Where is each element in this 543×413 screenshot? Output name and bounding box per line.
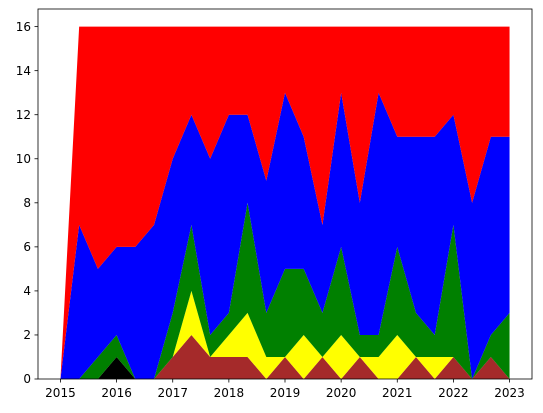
x-tick-label: 2020 [326,386,357,400]
y-tick-label: 12 [16,108,31,122]
series-area-1 [60,334,510,379]
series-areas [60,26,510,380]
y-tick-label: 0 [23,372,31,386]
x-axis-ticks: 2015 2016 2017 2018 2019 2020 2021 2022 2023 [45,379,525,400]
y-tick-label: 4 [23,284,31,298]
x-tick-label: 2017 [157,386,188,400]
y-axis-ticks: 0 2 4 6 8 10 12 14 16 [16,20,38,386]
y-tick-label: 6 [23,240,31,254]
series-area-5 [60,26,510,380]
series-area-0 [60,356,510,379]
series-area-3 [60,202,510,379]
series-area-4 [60,92,510,379]
x-tick-label: 2018 [214,386,245,400]
x-tick-label: 2021 [382,386,413,400]
y-tick-label: 16 [16,20,31,34]
x-tick-label: 2022 [438,386,469,400]
y-tick-label: 2 [23,328,31,342]
y-tick-label: 8 [23,196,31,210]
x-tick-label: 2019 [270,386,301,400]
x-tick-label: 2023 [494,386,525,400]
y-tick-label: 14 [16,64,31,78]
y-tick-label: 10 [16,152,31,166]
x-tick-label: 2015 [45,386,76,400]
x-tick-label: 2016 [101,386,132,400]
series-area-2 [60,290,510,379]
